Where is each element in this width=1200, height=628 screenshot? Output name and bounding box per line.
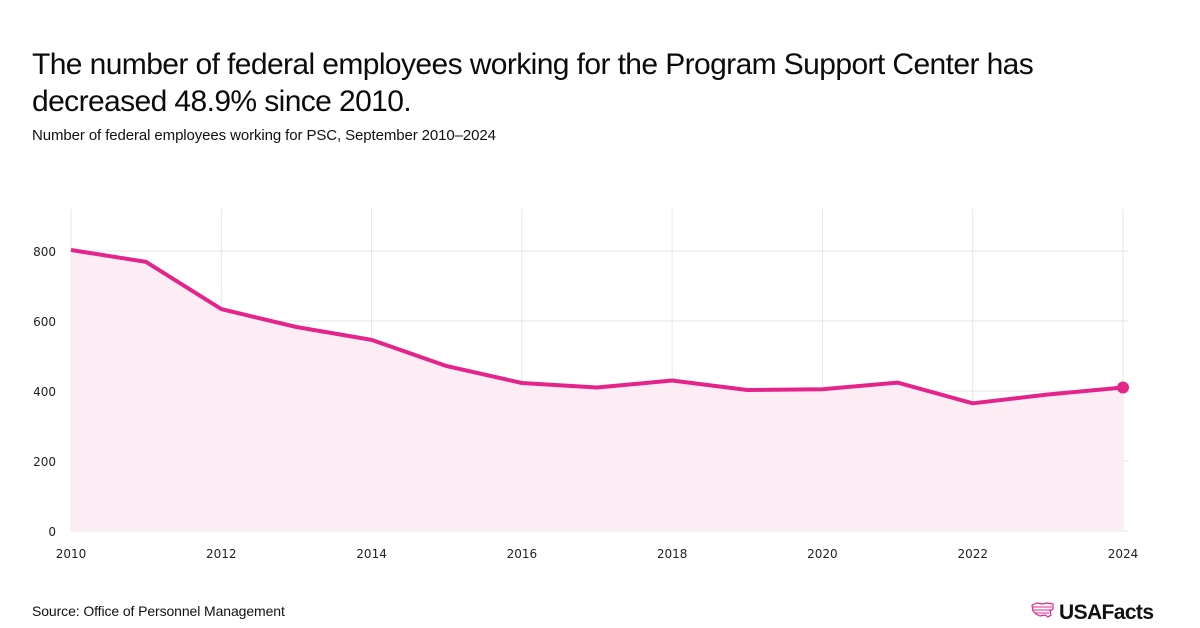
source-note: Source: Office of Personnel Management <box>32 603 285 619</box>
chart-title: The number of federal employees working … <box>32 48 1034 118</box>
y-tick-label: 800 <box>33 245 56 259</box>
x-tick-label: 2022 <box>957 547 988 561</box>
usa-map-flag-icon <box>1031 601 1055 625</box>
y-axis-ticks: 0 200 400 600 800 <box>33 245 56 539</box>
y-tick-label: 600 <box>33 315 56 329</box>
data-points <box>1117 381 1129 394</box>
x-tick-label: 2010 <box>56 547 87 561</box>
chart-subtitle: Number of federal employees working for … <box>32 127 496 144</box>
usafacts-logo: USAFacts <box>1031 601 1154 625</box>
x-tick-label: 2024 <box>1108 547 1139 561</box>
y-tick-label: 400 <box>33 385 56 399</box>
area-fill <box>71 250 1123 531</box>
x-tick-label: 2014 <box>356 547 387 561</box>
x-tick-label: 2012 <box>206 547 237 561</box>
y-tick-label: 200 <box>33 455 56 469</box>
logo-text: USAFacts <box>1059 601 1154 624</box>
x-axis-ticks: 2010 2012 2014 2016 2018 2020 2022 2024 <box>56 547 1139 561</box>
y-tick-label: 0 <box>48 525 56 539</box>
x-tick-label: 2020 <box>807 547 838 561</box>
x-tick-label: 2018 <box>657 547 688 561</box>
x-tick-label: 2016 <box>507 547 538 561</box>
last-data-point <box>1117 381 1129 394</box>
series-line <box>70 248 1124 406</box>
